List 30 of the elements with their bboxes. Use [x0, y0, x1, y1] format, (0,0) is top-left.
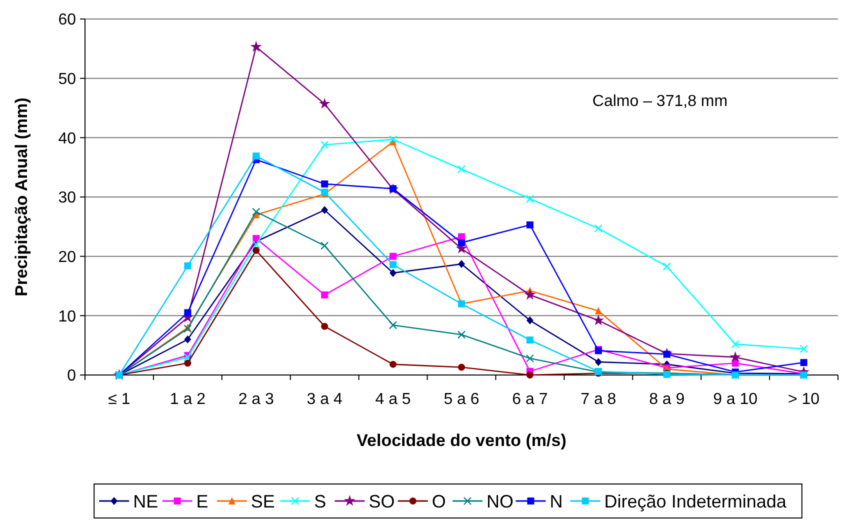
annotation: Calmo – 371,8 mm	[592, 93, 728, 110]
x-tick-label: 5 a 6	[444, 391, 480, 408]
x-axis-title: Velocidade do vento (m/s)	[356, 431, 566, 450]
y-tick-label: 10	[58, 308, 76, 326]
legend-label: S	[314, 491, 326, 512]
legend-label: SO	[368, 491, 395, 512]
x-tick-label: 9 a 10	[713, 391, 758, 408]
y-tick-label: 40	[58, 130, 76, 148]
x-tick-label: 7 a 8	[580, 391, 616, 408]
x-tick-label: 3 a 4	[306, 391, 342, 408]
y-axis-title: Precipitação Anual (mm)	[12, 98, 31, 296]
y-tick-label: 30	[58, 190, 76, 207]
legend-label: Direção Indeterminada	[604, 491, 788, 512]
y-tick-label: 50	[58, 70, 76, 88]
x-tick-label: 2 a 3	[238, 391, 274, 408]
x-tick-label: ≤ 1	[108, 391, 130, 408]
x-tick-label: 1 a 2	[170, 391, 206, 408]
legend-label: E	[196, 491, 208, 512]
x-tick-label: > 10	[788, 391, 820, 408]
x-tick-label: 4 a 5	[375, 391, 411, 408]
legend-label: N	[550, 491, 563, 512]
y-tick-label: 0	[67, 368, 76, 385]
y-tick-label: 20	[58, 248, 76, 266]
y-tick-label: 60	[58, 12, 76, 29]
legend-label: O	[432, 491, 446, 512]
legend-label: NO	[486, 491, 514, 512]
legend-label: NE	[133, 491, 158, 512]
x-tick-label: 6 a 7	[512, 391, 548, 408]
legend-label: SE	[250, 491, 275, 512]
x-tick-label: 8 a 9	[649, 391, 685, 408]
